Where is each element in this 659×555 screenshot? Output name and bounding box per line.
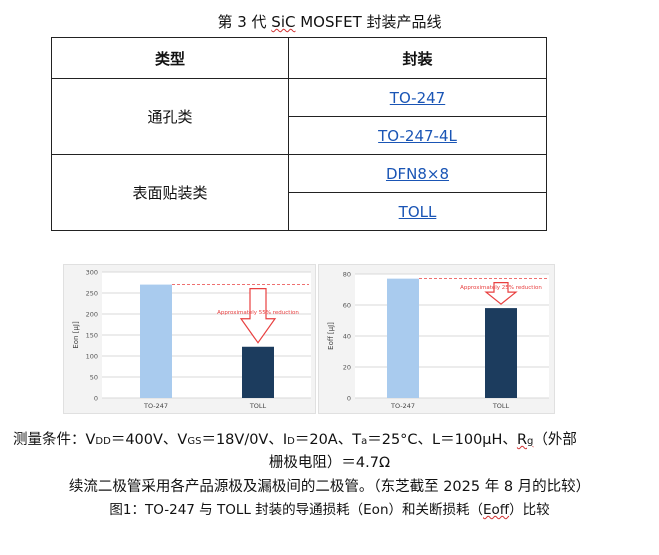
eoff-chart-svg: 0 20 40 60 80 Eoff [μJ] TO-247 TOLL Approximatel… (327, 271, 549, 410)
package-cell: TOLL (288, 192, 547, 231)
measurement-conditions-line2: 栅极电阻）＝4.7Ω (268, 455, 391, 471)
table-row: TOLL (52, 192, 547, 231)
x-tick-label: TO-247 (390, 402, 415, 410)
type-through-hole: 通孔类 (51, 78, 289, 155)
eon-chart-svg: 0 50 100 150 200 250 300 Eon [μJ] TO-247 TOLL Appr… (72, 269, 311, 410)
y-axis-label: Eon [μJ] (72, 321, 80, 349)
table-header-row: 类型 封装 (51, 37, 547, 79)
bar-toll (242, 346, 274, 398)
x-tick-label: TOLL (249, 402, 267, 410)
reduction-annotation: Approximately 55% reduction (217, 310, 299, 316)
type-surface-mount: 表面贴装类 (51, 154, 289, 231)
table-row: 通孔类 TO-247 (51, 78, 547, 155)
table-row: 表面贴装类 DFN8×8 (51, 154, 547, 231)
link-dfn8x8[interactable]: DFN8×8 (385, 164, 450, 183)
y-tick-label: 0 (94, 395, 98, 403)
y-tick-label: 150 (86, 332, 98, 340)
header-package: 封装 (288, 37, 547, 79)
y-tick-label: 0 (347, 395, 351, 403)
table-row: TO-247-4L (52, 116, 547, 155)
eon-chart: 0 50 100 150 200 250 300 Eon [μJ] TO-247 TOLL Appr… (63, 264, 316, 414)
reduction-arrow (239, 288, 277, 344)
package-cell: TO-247 (288, 78, 547, 117)
header-type: 类型 (51, 37, 289, 79)
reduction-arrow (484, 282, 518, 305)
y-tick-label: 250 (86, 290, 98, 298)
x-tick-label: TOLL (492, 402, 510, 410)
y-tick-label: 80 (343, 271, 351, 279)
bar-toll (485, 308, 517, 398)
y-axis-label: Eoff [μJ] (327, 322, 335, 350)
y-tick-label: 60 (343, 302, 351, 310)
y-tick-label: 100 (86, 353, 98, 361)
x-tick-label: TO-247 (143, 402, 168, 410)
link-toll[interactable]: TOLL (398, 202, 437, 221)
diode-note: 续流二极管采用各产品源极及漏极间的二极管。（东芝截至 2025 年 8 月的比较… (68, 479, 591, 495)
package-table: 类型 封装 通孔类 TO-247 TO-247-4L 表面贴装类 DFN8×8 … (51, 37, 547, 231)
y-tick-label: 50 (90, 374, 98, 382)
measurement-conditions: 测量条件：VDD＝400V、VGS＝18V/0V、ID＝20A、Ta＝25°C、… (13, 432, 577, 448)
eoff-chart: 0 20 40 60 80 Eoff [μJ] TO-247 TOLL Approximatel… (318, 264, 555, 414)
y-tick-label: 200 (86, 311, 98, 319)
reduction-annotation: Approximately 25% reduction (460, 285, 542, 291)
package-cell: DFN8×8 (288, 154, 547, 193)
y-tick-label: 300 (86, 269, 98, 277)
bar-to-247 (140, 284, 172, 398)
y-tick-label: 40 (343, 333, 351, 341)
link-to-247-4l[interactable]: TO-247-4L (378, 126, 457, 145)
link-to-247[interactable]: TO-247 (389, 88, 446, 107)
y-tick-label: 20 (343, 364, 351, 372)
bar-to-247 (387, 278, 419, 398)
package-cell: TO-247-4L (288, 116, 547, 155)
figure-caption: 图1：TO-247 与 TOLL 封装的导通损耗（Eon）和关断损耗（Eoff）… (109, 502, 550, 518)
page-title: 第 3 代 SiC MOSFET 封装产品线 (217, 13, 442, 31)
